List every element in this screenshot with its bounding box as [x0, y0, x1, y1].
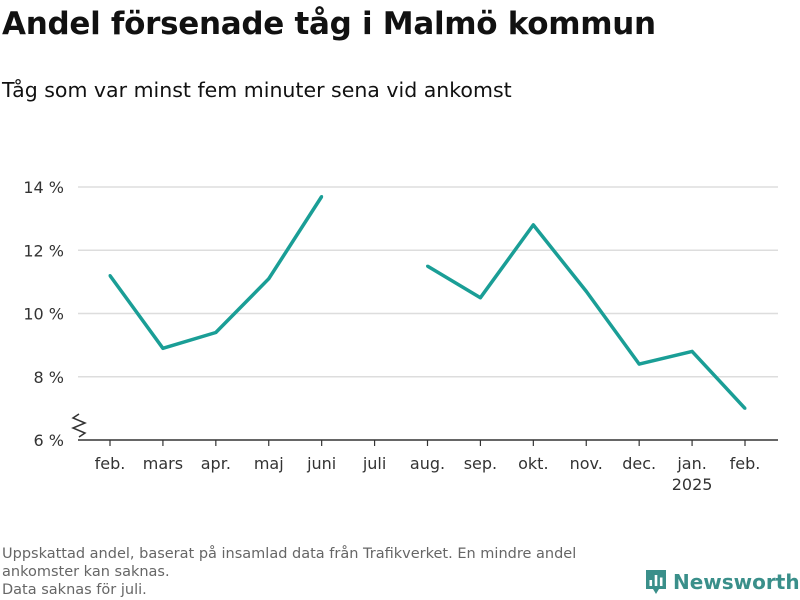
y-tick-label: 6 %	[34, 431, 64, 450]
grid-lines	[78, 186, 778, 378]
x-tick-label: jan.	[676, 454, 706, 473]
data-point	[478, 296, 482, 300]
data-point	[690, 349, 694, 353]
data-point	[267, 277, 271, 281]
x-tick-label: juni	[306, 454, 336, 473]
chart-title: Andel försenade tåg i Malmö kommun	[2, 6, 656, 42]
data-point	[426, 264, 429, 268]
series-line	[108, 195, 324, 351]
data-point	[320, 194, 324, 198]
x-axis: feb. mars apr. maj juni juli aug. sep. okt. nov. d…	[71, 413, 778, 494]
x-tick-label: nov.	[570, 454, 603, 473]
x-tick-label: dec.	[622, 454, 656, 473]
x-tick-label: juli	[362, 454, 386, 473]
y-axis: 6 % 8 % 10 % 12 % 14 %	[23, 178, 64, 450]
newsworthy-logo-icon	[646, 570, 666, 594]
footnote-line: Uppskattad andel, baserat på insamlad da…	[2, 546, 577, 562]
data-point	[743, 406, 747, 410]
x-tick-label: sep.	[464, 454, 497, 473]
line-chart: 6 % 8 % 10 % 12 % 14 % feb. mars apr. maj juni ju…	[23, 178, 778, 494]
x-tick-label: okt.	[518, 454, 548, 473]
chart-subtitle: Tåg som var minst fem minuter sena vid a…	[2, 78, 512, 102]
data-point	[637, 362, 641, 366]
y-tick-label: 12 %	[23, 241, 64, 260]
data-point	[161, 346, 165, 350]
x-tick-label: mars	[143, 454, 183, 473]
series-lines	[108, 194, 747, 410]
x-tick-sublabel: 2025	[672, 475, 713, 494]
x-tick-label: aug.	[410, 454, 445, 473]
data-point	[531, 223, 535, 227]
data-point	[108, 274, 112, 278]
footnote: Uppskattad andel, baserat på insamlad da…	[2, 545, 642, 599]
x-tick-label: apr.	[201, 454, 231, 473]
data-point	[214, 330, 218, 334]
y-tick-label: 14 %	[23, 178, 64, 197]
x-tick-label: maj	[254, 454, 284, 473]
x-tick-label: feb.	[95, 454, 126, 473]
footnote-line: ankomster kan saknas.	[2, 564, 170, 580]
series-line	[426, 223, 747, 410]
y-tick-label: 10 %	[23, 305, 64, 324]
brand-name: Newsworthy	[673, 570, 800, 594]
x-tick-label: feb.	[730, 454, 761, 473]
data-point	[584, 289, 588, 293]
y-tick-label: 8 %	[34, 368, 64, 387]
brand: Newsworthy	[645, 569, 800, 595]
axis-break-icon	[71, 413, 87, 438]
footnote-line: Data saknas för juli.	[2, 582, 147, 598]
